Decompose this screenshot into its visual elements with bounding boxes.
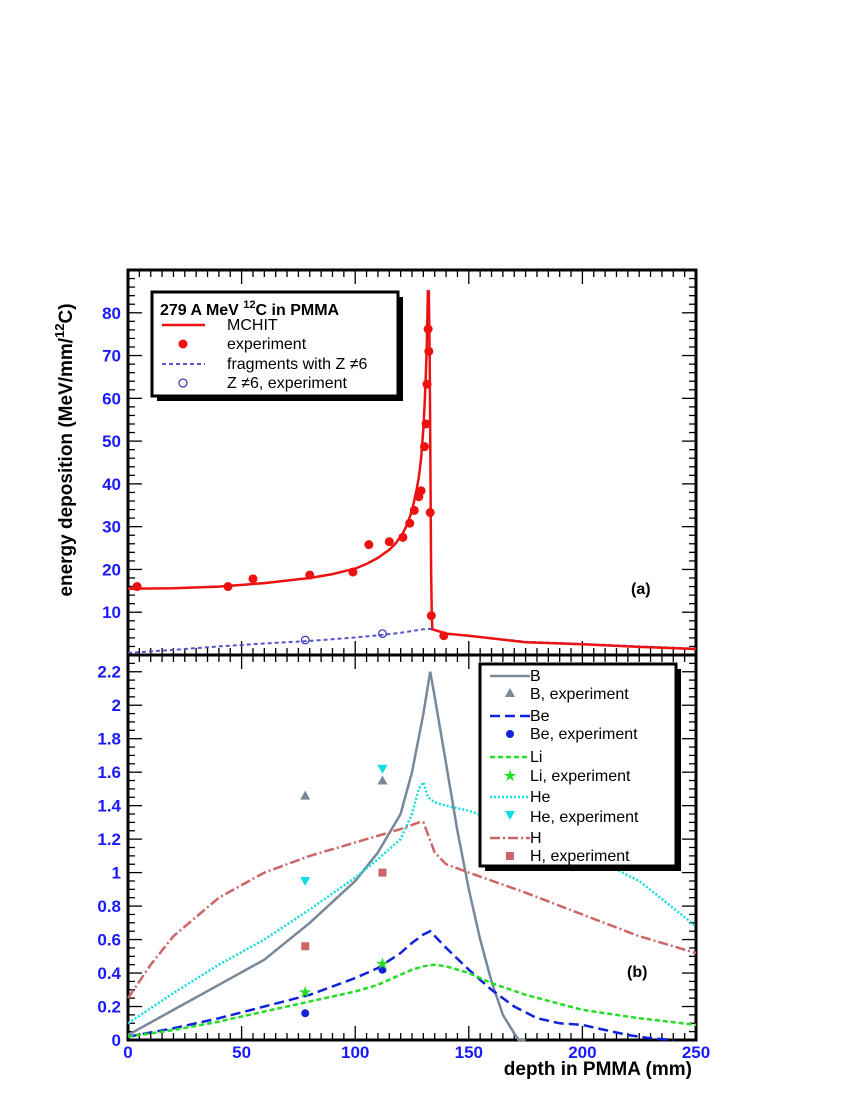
experiment-point	[421, 419, 431, 429]
legend-a-entry-fragments-exp: Z ≠6, experiment	[227, 375, 347, 392]
legend-b-swatch-he-exp	[505, 811, 515, 820]
be-experiment-point	[378, 965, 387, 974]
panel-b-label: (b)	[627, 964, 647, 981]
y-tick-label-a: 80	[102, 304, 121, 323]
y-tick-label-a: 60	[102, 389, 121, 408]
y-tick-label-b: 0.2	[97, 998, 121, 1017]
series-be-line	[127, 929, 674, 1042]
legend-b-entry-h-exp: H, experiment	[530, 848, 630, 865]
experiment-point	[416, 486, 426, 496]
y-tick-label-b: 1.6	[97, 763, 121, 782]
y-tick-label-b: 0.6	[97, 931, 121, 950]
b-experiment-point	[300, 790, 311, 800]
legend-b-entry-h: H	[530, 830, 542, 847]
series-h-line	[126, 821, 697, 999]
y-tick-label-b: 2.2	[97, 663, 121, 682]
legend-b-entry-li-exp: Li, experiment	[530, 768, 631, 785]
y-tick-label-b: 1.8	[97, 730, 121, 749]
legend-a-entry-experiment: experiment	[227, 336, 307, 353]
legend-b-entry-li: Li	[530, 749, 542, 766]
be-experiment-point	[301, 1009, 310, 1018]
experiment-point	[424, 346, 434, 356]
fragment-experiment-point	[300, 635, 310, 645]
legend-b-entry-be: Be	[530, 708, 550, 725]
li-experiment-point: ★	[375, 956, 389, 973]
y-axis-title: energy deposition (MeV/mm/12C)	[52, 303, 77, 596]
experiment-point	[409, 505, 419, 515]
experiment-point	[425, 508, 435, 518]
y-tick-label-b: 1	[112, 864, 121, 883]
experiment-point	[364, 540, 374, 550]
h-experiment-point	[301, 942, 310, 951]
legend-a-entry-mchit: MCHIT	[227, 317, 278, 334]
x-tick-label: 100	[341, 1043, 369, 1062]
experiment-point	[348, 567, 358, 577]
experiment-point	[439, 631, 449, 641]
series-li-line	[127, 963, 697, 1038]
y-tick-label-b: 1.2	[97, 830, 121, 849]
y-tick-label-b: 0	[112, 1031, 121, 1050]
experiment-point	[398, 532, 408, 542]
legend-b-swatch-b-exp	[505, 688, 515, 697]
experiment-point	[248, 574, 258, 584]
x-tick-label: 50	[232, 1043, 251, 1062]
y-tick-label-b: 0.4	[97, 964, 121, 983]
legend-b-entry-he-exp: He, experiment	[530, 809, 639, 826]
x-tick-label: 0	[123, 1043, 132, 1062]
legend-b-entry-he: He	[530, 789, 551, 806]
legend-a-swatch-fragments-exp	[178, 378, 188, 388]
y-tick-label-a: 20	[102, 560, 121, 579]
y-tick-label-b: 2	[112, 696, 121, 715]
legend-b-swatch-li-exp: ★	[503, 768, 517, 785]
legend-b-swatch-h-exp	[506, 852, 514, 860]
panel-a-label: (a)	[631, 581, 651, 598]
y-tick-label-a: 10	[102, 603, 121, 622]
series-he-line	[127, 779, 697, 1025]
series-b-line	[127, 671, 526, 1042]
legend-b-entry-b-exp: B, experiment	[530, 686, 629, 703]
legend-b-entry-be-exp: Be, experiment	[530, 726, 638, 743]
x-tick-label: 250	[682, 1043, 710, 1062]
experiment-point	[132, 582, 142, 592]
panel-b-plot: 0 0.2 0.4 0.6 0.8 1 1.2 1.4 1.6 1.8 2 2.2 0 50 100 150 2…	[97, 653, 710, 1062]
legend-a-swatch-experiment	[178, 339, 188, 349]
experiment-point	[422, 379, 432, 389]
experiment-point	[419, 442, 429, 452]
li-experiment-point: ★	[298, 984, 312, 1001]
x-axis-title: depth in PMMA (mm)	[504, 1059, 692, 1080]
experiment-point	[405, 518, 415, 528]
legend-a-title: 279 A MeV 12C in PMMA	[160, 299, 340, 319]
y-tick-label-a: 40	[102, 475, 121, 494]
y-tick-label-a: 30	[102, 518, 121, 537]
he-experiment-point	[377, 764, 388, 774]
legend-b-swatch-be-exp	[506, 730, 514, 738]
x-tick-label: 150	[455, 1043, 483, 1062]
legend-b-entry-b: B	[530, 668, 541, 685]
legend-a: 279 A MeV 12C in PMMA MCHIT experiment f…	[150, 290, 403, 401]
he-experiment-point	[300, 876, 311, 886]
experiment-point	[305, 570, 315, 580]
experiment-point	[423, 324, 433, 334]
experiment-point	[384, 537, 394, 547]
b-experiment-point	[377, 775, 388, 785]
y-tick-label-a: 70	[102, 347, 121, 366]
legend-a-entry-fragments: fragments with Z ≠6	[227, 356, 367, 373]
y-tick-label-b: 1.4	[97, 797, 121, 816]
h-experiment-point	[378, 868, 387, 877]
x-tick-label: 200	[568, 1043, 596, 1062]
y-tick-label-b: 0.8	[97, 897, 121, 916]
legend-b: B B, experiment Be Be, experiment Li ★ L…	[478, 662, 681, 871]
series-fragments-line	[127, 627, 697, 654]
y-tick-label-a: 50	[102, 432, 121, 451]
experiment-point	[223, 582, 233, 592]
fragment-experiment-point	[378, 629, 387, 639]
experiment-point	[426, 611, 436, 621]
